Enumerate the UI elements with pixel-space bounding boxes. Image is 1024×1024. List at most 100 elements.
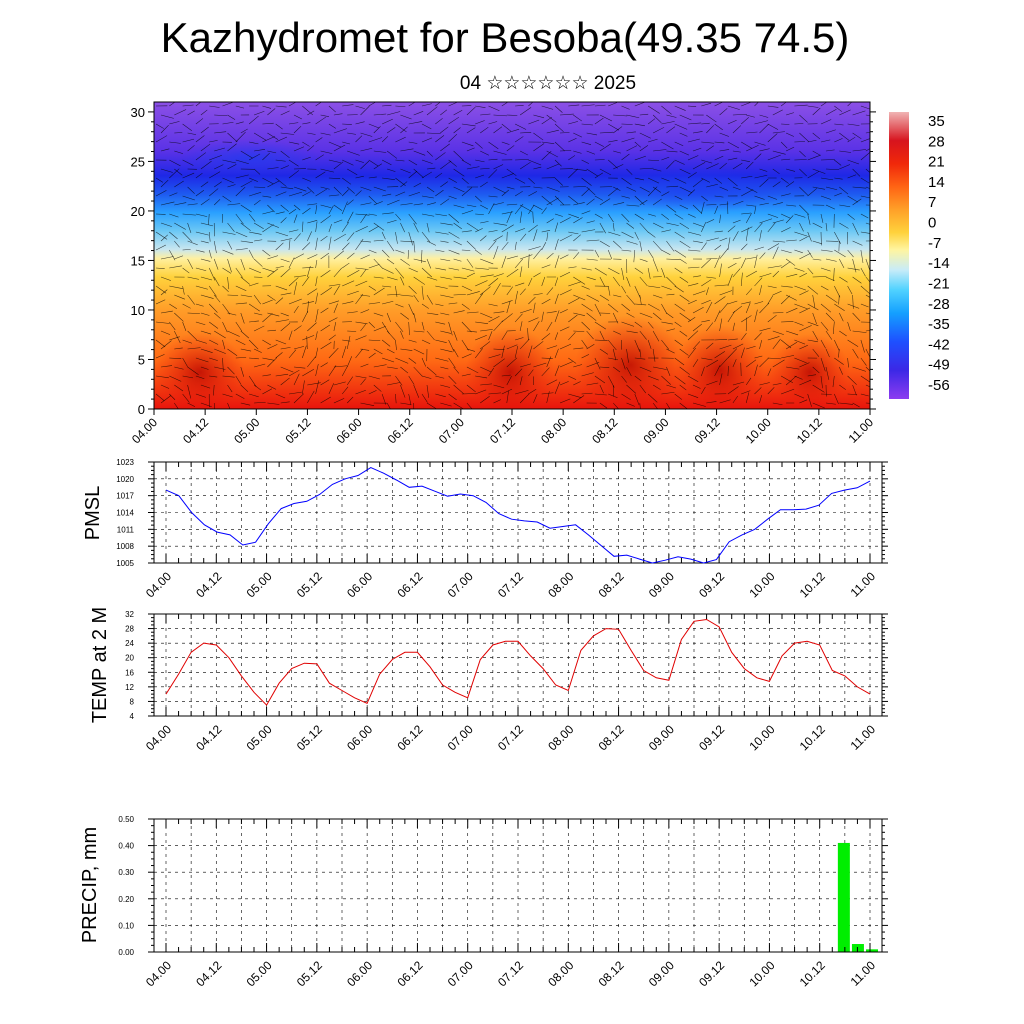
wind-barb <box>493 348 505 350</box>
wind-barb <box>262 224 274 233</box>
wind-barb <box>820 177 834 181</box>
wind-barb <box>440 384 451 388</box>
wind-barb <box>701 222 707 233</box>
wind-barb <box>727 365 729 377</box>
wind-barb <box>546 197 559 206</box>
wind-barb <box>382 212 394 215</box>
wind-barb <box>475 249 482 255</box>
wind-barb <box>594 303 602 317</box>
wind-barb <box>825 204 836 210</box>
wind-barb <box>240 128 248 134</box>
wind-barb <box>679 384 687 391</box>
wind-barb <box>701 279 712 287</box>
wind-barb <box>647 186 658 197</box>
wind-barb <box>860 177 870 184</box>
wind-barb <box>647 231 656 238</box>
wind-barb <box>488 121 498 125</box>
wind-barb <box>581 339 588 349</box>
wind-barb <box>342 262 350 269</box>
wind-barb <box>328 347 339 359</box>
wind-barb <box>727 300 738 305</box>
wind-barb <box>847 136 856 143</box>
wind-barb <box>235 393 245 399</box>
wind-barb <box>528 177 535 185</box>
wind-barb <box>621 357 626 370</box>
wind-barb <box>213 276 220 287</box>
wind-barb <box>661 339 670 350</box>
wind-barb <box>687 172 697 179</box>
wind-barb <box>426 106 438 116</box>
wind-barb <box>621 375 627 383</box>
wind-barb <box>488 240 497 251</box>
wind-barb <box>746 270 758 278</box>
wind-barb <box>461 373 471 377</box>
wind-barb <box>421 231 431 243</box>
wind-barb <box>222 285 229 292</box>
x-tick-label: 08.00 <box>545 569 576 600</box>
wind-barb <box>360 254 370 260</box>
wind-barb <box>661 177 670 182</box>
wind-barb <box>533 143 545 152</box>
wind-barb <box>475 120 485 125</box>
wind-barb <box>288 257 295 269</box>
wind-barb <box>701 386 706 395</box>
wind-barb <box>812 330 819 341</box>
wind-barb <box>732 150 741 153</box>
wind-barb <box>386 330 396 341</box>
wind-barb <box>799 186 809 196</box>
wind-barb <box>421 339 431 344</box>
wind-barb <box>262 357 275 361</box>
wind-barb <box>195 303 204 307</box>
wind-barb <box>328 177 341 179</box>
wind-barb <box>387 276 398 281</box>
wind-barb <box>852 240 863 246</box>
wind-barb <box>155 231 168 240</box>
wind-barb <box>400 312 410 320</box>
wind-barb <box>493 150 507 155</box>
wind-barb <box>626 186 637 192</box>
wind-barb <box>262 195 272 198</box>
wind-barb <box>706 301 713 314</box>
wind-barb <box>408 170 418 179</box>
wind-barb <box>413 168 424 179</box>
chart-subtitle: 04 ☆☆☆☆☆☆ 2025 <box>459 73 637 94</box>
wind-barb <box>785 294 797 301</box>
wind-barb <box>740 333 747 341</box>
wind-barb <box>799 362 810 368</box>
wind-barb <box>488 195 498 198</box>
wind-barb <box>825 258 837 262</box>
wind-barb <box>395 285 398 297</box>
wind-barb <box>440 160 452 170</box>
x-tick-label: 04.12 <box>193 958 224 989</box>
wind-barb <box>408 159 418 166</box>
wind-barb <box>732 125 742 134</box>
wind-barb <box>621 303 631 312</box>
wind-barb <box>426 240 436 246</box>
wind-barb <box>594 195 604 201</box>
wind-barb <box>360 402 375 406</box>
wind-barb <box>772 383 782 386</box>
wind-barb <box>288 122 299 125</box>
wind-barb <box>812 132 821 140</box>
wind-barb <box>288 349 297 359</box>
wind-barb <box>639 199 648 206</box>
wind-barb <box>786 330 799 336</box>
wind-barb <box>174 168 183 176</box>
wind-barb <box>288 277 299 287</box>
wind-barb <box>825 402 836 405</box>
wind-barb <box>541 367 550 377</box>
wind-barb <box>187 330 197 341</box>
wind-barb <box>174 347 183 350</box>
wind-barb <box>320 132 331 136</box>
wind-barb <box>613 366 621 373</box>
wind-barb <box>541 333 551 341</box>
wind-barb <box>767 195 778 200</box>
wind-barb <box>839 150 852 153</box>
wind-barb <box>661 105 672 115</box>
wind-barb <box>368 264 380 269</box>
wind-barb <box>599 222 606 234</box>
wind-barb <box>528 296 536 305</box>
wind-barb <box>767 387 775 395</box>
wind-barb <box>254 401 266 404</box>
wind-barb <box>820 357 826 372</box>
